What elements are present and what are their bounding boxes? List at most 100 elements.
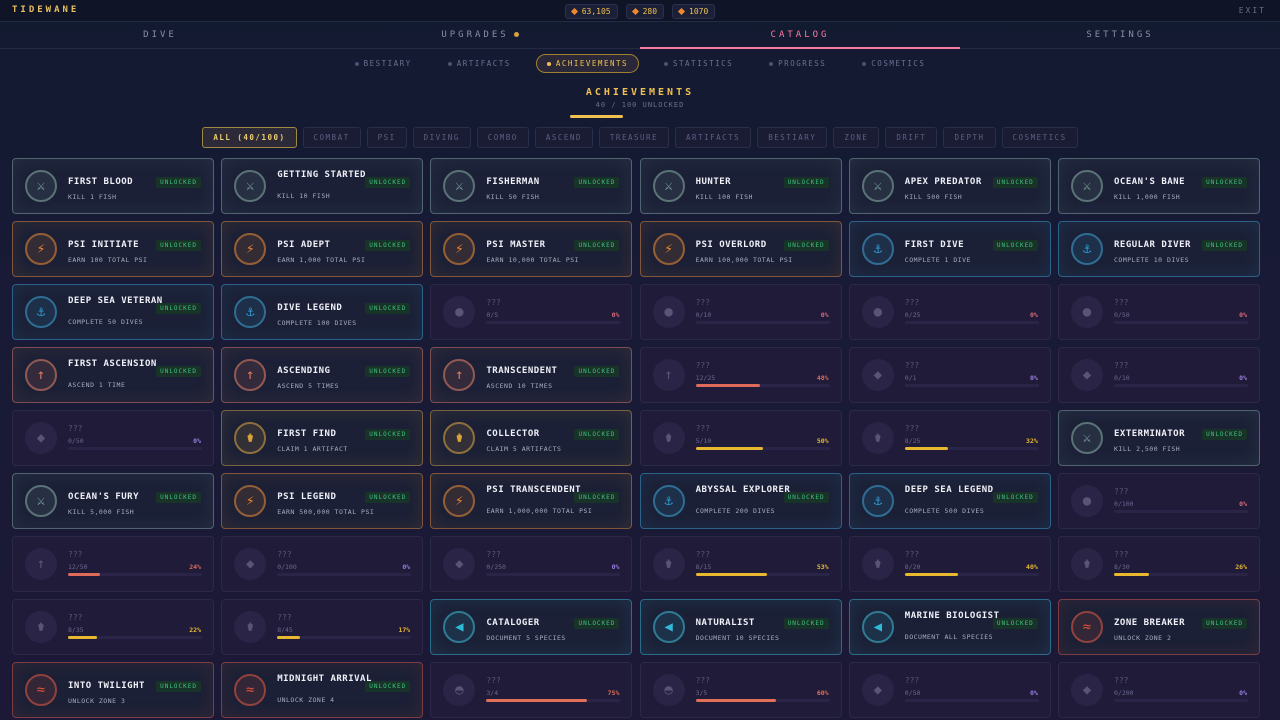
filter[interactable]: ASCEND (534, 127, 593, 148)
achievement-card[interactable]: ⚓ DEEP SEA VETERAN COMPLETE 50 DIVES UNLOCK… (12, 284, 214, 340)
achievement-card[interactable]: ≈ ZONE BREAKER UNLOCK ZONE 2 UNLOCKED (1058, 599, 1260, 655)
filter[interactable]: PSI (366, 127, 407, 148)
achievement-card[interactable]: ⚱??? 5/10 50% (639, 410, 842, 466)
achievement-card[interactable]: ⚔ APEX PREDATOR KILL 500 FISH UNLOCKED (848, 158, 1051, 214)
achievement-card[interactable]: ◆??? 0/50 0% (12, 410, 214, 466)
sub-tab[interactable]: PROGRESS (758, 54, 837, 73)
achievement-card[interactable]: ⚔ OCEAN'S FURY KILL 5,000 FISH UNLOCKED (12, 473, 214, 529)
progress-count: 0/50 (904, 689, 921, 697)
achievement-card[interactable]: ⚓ DIVE LEGEND COMPLETE 100 DIVES UNLOCKED (221, 284, 424, 340)
achievement-card[interactable]: ●??? 0/5 0% (430, 284, 633, 340)
progress-count: 0/100 (277, 563, 297, 571)
tab[interactable]: SETTINGS (960, 22, 1280, 48)
progress-percent: 0% (1029, 689, 1038, 697)
unlocked-badge: UNLOCKED (156, 366, 201, 377)
sub-tab[interactable]: ACHIEVEMENTS (535, 54, 640, 73)
achievement-card[interactable]: ⚓ DEEP SEA LEGEND COMPLETE 500 DIVES UNLOCK… (848, 473, 1051, 529)
achievement-card[interactable]: ⚓ ABYSSAL EXPLORER COMPLETE 200 DIVES UNLOC… (639, 473, 842, 529)
filter[interactable]: COMBAT (302, 127, 361, 148)
tab-dot (513, 32, 519, 37)
achievement-card[interactable]: ◆??? 0/1 0% (848, 347, 1051, 403)
achievement-card[interactable]: ◓??? 3/4 75% (430, 662, 633, 718)
achievement-card[interactable]: ≈ MIDNIGHT ARRIVAL UNLOCK ZONE 4 UNLOCKED (221, 662, 424, 718)
achievement-card[interactable]: ●??? 0/10 0% (639, 284, 842, 340)
achievement-card[interactable]: ⚔ FISHERMAN KILL 50 FISH UNLOCKED (430, 158, 633, 214)
achievement-icon: ◓ (443, 674, 476, 706)
exit-button[interactable]: EXIT (1238, 6, 1266, 15)
achievement-card[interactable]: ↑ TRANSCENDENT ASCEND 10 TIMES UNLOCKED (430, 347, 633, 403)
achievement-desc: CLAIM 1 ARTIFACT (277, 445, 348, 453)
achievement-name: FISHERMAN (486, 176, 540, 187)
filter[interactable]: TREASURE (598, 127, 670, 148)
progress-percent: 48% (816, 374, 829, 382)
achievement-card[interactable]: ⚱??? 8/35 22% (12, 599, 214, 655)
achievement-card[interactable]: ⚓ FIRST DIVE COMPLETE 1 DIVE UNLOCKED (848, 221, 1051, 277)
filter[interactable]: ALL (40/100) (202, 127, 297, 148)
unlocked-badge: UNLOCKED (783, 177, 829, 188)
achievement-card[interactable]: ◓??? 3/5 60% (639, 662, 842, 718)
achievement-card[interactable]: ⚱??? 8/30 26% (1058, 536, 1260, 592)
achievement-icon: ● (1071, 485, 1103, 517)
achievement-card[interactable]: ⚱??? 8/20 40% (848, 536, 1051, 592)
achievement-card[interactable]: ●??? 0/25 0% (848, 284, 1051, 340)
sub-tab[interactable]: STATISTICS (653, 54, 744, 73)
achievement-card[interactable]: ≈ INTO TWILIGHT UNLOCK ZONE 3 UNLOCKED (12, 662, 214, 718)
progress-track (695, 699, 830, 702)
filter[interactable]: COSMETICS (1001, 127, 1078, 148)
achievement-card[interactable]: ⚔ EXTERMINATOR KILL 2,500 FISH UNLOCKED (1058, 410, 1260, 466)
achievement-card[interactable]: ◆??? 0/10 0% (1058, 347, 1260, 403)
achievement-card[interactable]: ↑??? 12/50 24% (12, 536, 214, 592)
achievement-card[interactable]: ⚱ FIRST FIND CLAIM 1 ARTIFACT UNLOCKED (221, 410, 424, 466)
achievement-card[interactable]: ●??? 0/100 0% (1058, 473, 1260, 529)
tab[interactable]: UPGRADES (320, 22, 640, 48)
achievement-card[interactable]: ⚡ PSI MASTER EARN 10,000 TOTAL PSI UNLOCKED (430, 221, 633, 277)
tab[interactable]: DIVE (0, 22, 320, 48)
achievement-card[interactable]: ⚡ PSI ADEPT EARN 1,000 TOTAL PSI UNLOCKED (221, 221, 424, 277)
sub-tab[interactable]: COSMETICS (851, 54, 936, 73)
achievement-card[interactable]: ⚔ FIRST BLOOD KILL 1 FISH UNLOCKED (12, 158, 214, 214)
sub-tab[interactable]: BESTIARY (344, 54, 423, 73)
achievement-card[interactable]: ↑ FIRST ASCENSION ASCEND 1 TIME UNLOCKED (12, 347, 214, 403)
achievement-card[interactable]: ⚔ OCEAN'S BANE KILL 1,000 FISH UNLOCKED (1058, 158, 1260, 214)
section-title: ACHIEVEMENTS (585, 87, 695, 98)
filter[interactable]: BESTIARY (757, 127, 828, 148)
filter[interactable]: DIVING (412, 127, 471, 148)
tab[interactable]: CATALOG (640, 22, 960, 49)
progress-percent: 53% (816, 563, 829, 571)
achievement-card[interactable]: ↑??? 12/25 48% (639, 347, 842, 403)
achievement-card[interactable]: ◀ CATALOGER DOCUMENT 5 SPECIES UNLOCKED (430, 599, 633, 655)
achievement-card[interactable]: ◀ NATURALIST DOCUMENT 10 SPECIES UNLOCKED (639, 599, 842, 655)
filter[interactable]: ARTIFACTS (675, 127, 752, 148)
achievement-card[interactable]: ⚔ HUNTER KILL 100 FISH UNLOCKED (639, 158, 842, 214)
achievement-card[interactable]: ⚱ COLLECTOR CLAIM 5 ARTIFACTS UNLOCKED (430, 410, 633, 466)
achievement-card[interactable]: ↑ ASCENDING ASCEND 5 TIMES UNLOCKED (221, 347, 424, 403)
achievement-card[interactable]: ⚔ GETTING STARTED KILL 10 FISH UNLOCKED (221, 158, 424, 214)
achievement-name: ??? (904, 676, 920, 685)
achievement-icon: ● (652, 296, 685, 328)
unlocked-badge: UNLOCKED (992, 618, 1038, 629)
filter[interactable]: COMBO (476, 127, 529, 148)
progress-track (904, 447, 1039, 450)
filter[interactable]: DEPTH (943, 127, 996, 148)
achievement-card[interactable]: ◆??? 0/100 0% (221, 536, 424, 592)
achievement-card[interactable]: ⚡ PSI LEGEND EARN 500,000 TOTAL PSI UNLOCKE… (221, 473, 424, 529)
achievement-card[interactable]: ⚓ REGULAR DIVER COMPLETE 10 DIVES UNLOCKED (1058, 221, 1260, 277)
achievement-card[interactable]: ⚱??? 8/25 32% (848, 410, 1051, 466)
achievement-card[interactable]: ●??? 0/50 0% (1058, 284, 1260, 340)
achievement-card[interactable]: ◆??? 0/50 0% (848, 662, 1051, 718)
achievement-card[interactable]: ◆??? 0/200 0% (1058, 662, 1260, 718)
sub-tab[interactable]: ARTIFACTS (437, 54, 522, 73)
achievement-card[interactable]: ⚱??? 8/15 53% (639, 536, 842, 592)
achievement-icon: ⚱ (652, 422, 685, 454)
achievement-card[interactable]: ⚡ PSI INITIATE EARN 100 TOTAL PSI UNLOCKED (12, 221, 214, 277)
achievement-card[interactable]: ◆??? 0/250 0% (430, 536, 633, 592)
filter[interactable]: DRIFT (885, 127, 938, 148)
achievement-icon: ⚔ (234, 170, 267, 202)
filter[interactable]: ZONE (833, 127, 880, 148)
achievement-card[interactable]: ◀ MARINE BIOLOGIST DOCUMENT ALL SPECIES UNL… (848, 599, 1051, 655)
progress-count: 8/30 (1114, 563, 1130, 571)
achievement-card[interactable]: ⚱??? 8/45 17% (221, 599, 424, 655)
achievement-card[interactable]: ⚡ PSI OVERLORD EARN 100,000 TOTAL PSI UNLOC… (639, 221, 842, 277)
achievement-icon: ⚓ (1071, 233, 1103, 265)
achievement-card[interactable]: ⚡ PSI TRANSCENDENT EARN 1,000,000 TOTAL PS… (430, 473, 633, 529)
